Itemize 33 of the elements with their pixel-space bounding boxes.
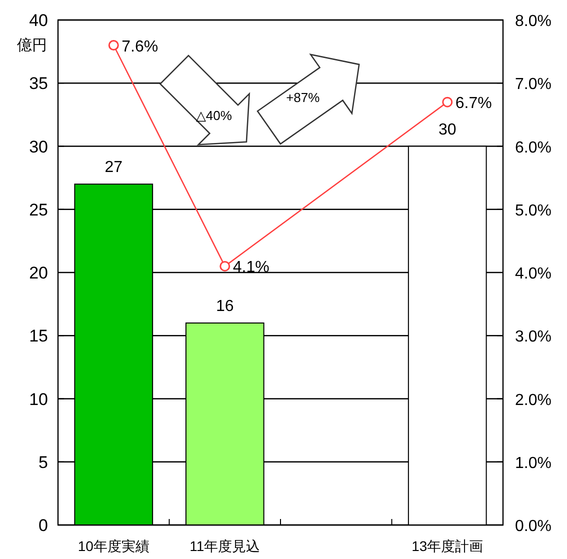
data-label: 30 [438,121,456,138]
y-tick-label: 25 [29,200,48,220]
y2-tick-label: 0.0% [515,518,552,535]
y2-tick-label: 2.0% [515,392,552,409]
y-tick-label: 5 [38,452,48,472]
data-label: 16 [216,298,234,315]
point [220,260,230,272]
point [442,96,453,108]
annotation: +87% [286,90,320,105]
data-label: 6.7% [455,95,492,112]
x-tick-label: 11年度見込 [190,538,260,554]
y-tick-label: 35 [29,74,48,94]
data-label: 27 [104,159,123,176]
y-tick-label: 0 [38,516,48,535]
y2-tick-label: 8.0% [515,13,552,30]
y2-tick-label: 5.0% [515,202,552,220]
y2-tick-label: 7.0% [515,76,552,94]
data-label: 4.1% [232,259,270,276]
y-tick-label: 40 [29,11,48,30]
x-tick-label: 10年度実績 [78,538,150,554]
y-tick-label: 10 [29,390,48,409]
annotation: △40% [196,108,232,123]
point [108,40,119,50]
x-tick-label: 13年度計画 [412,538,484,554]
y2-tick-label: 3.0% [515,328,552,346]
y2-tick-label: 4.0% [515,266,552,282]
y-tick-label: 30 [29,137,48,156]
data-label: 7.6% [122,38,158,56]
y-axis-title: 億円 [17,37,47,54]
y-tick-label: 20 [29,264,48,282]
y-tick-label: 15 [29,326,48,346]
y2-tick-label: 6.0% [515,139,552,156]
y2-tick-label: 1.0% [515,454,552,472]
